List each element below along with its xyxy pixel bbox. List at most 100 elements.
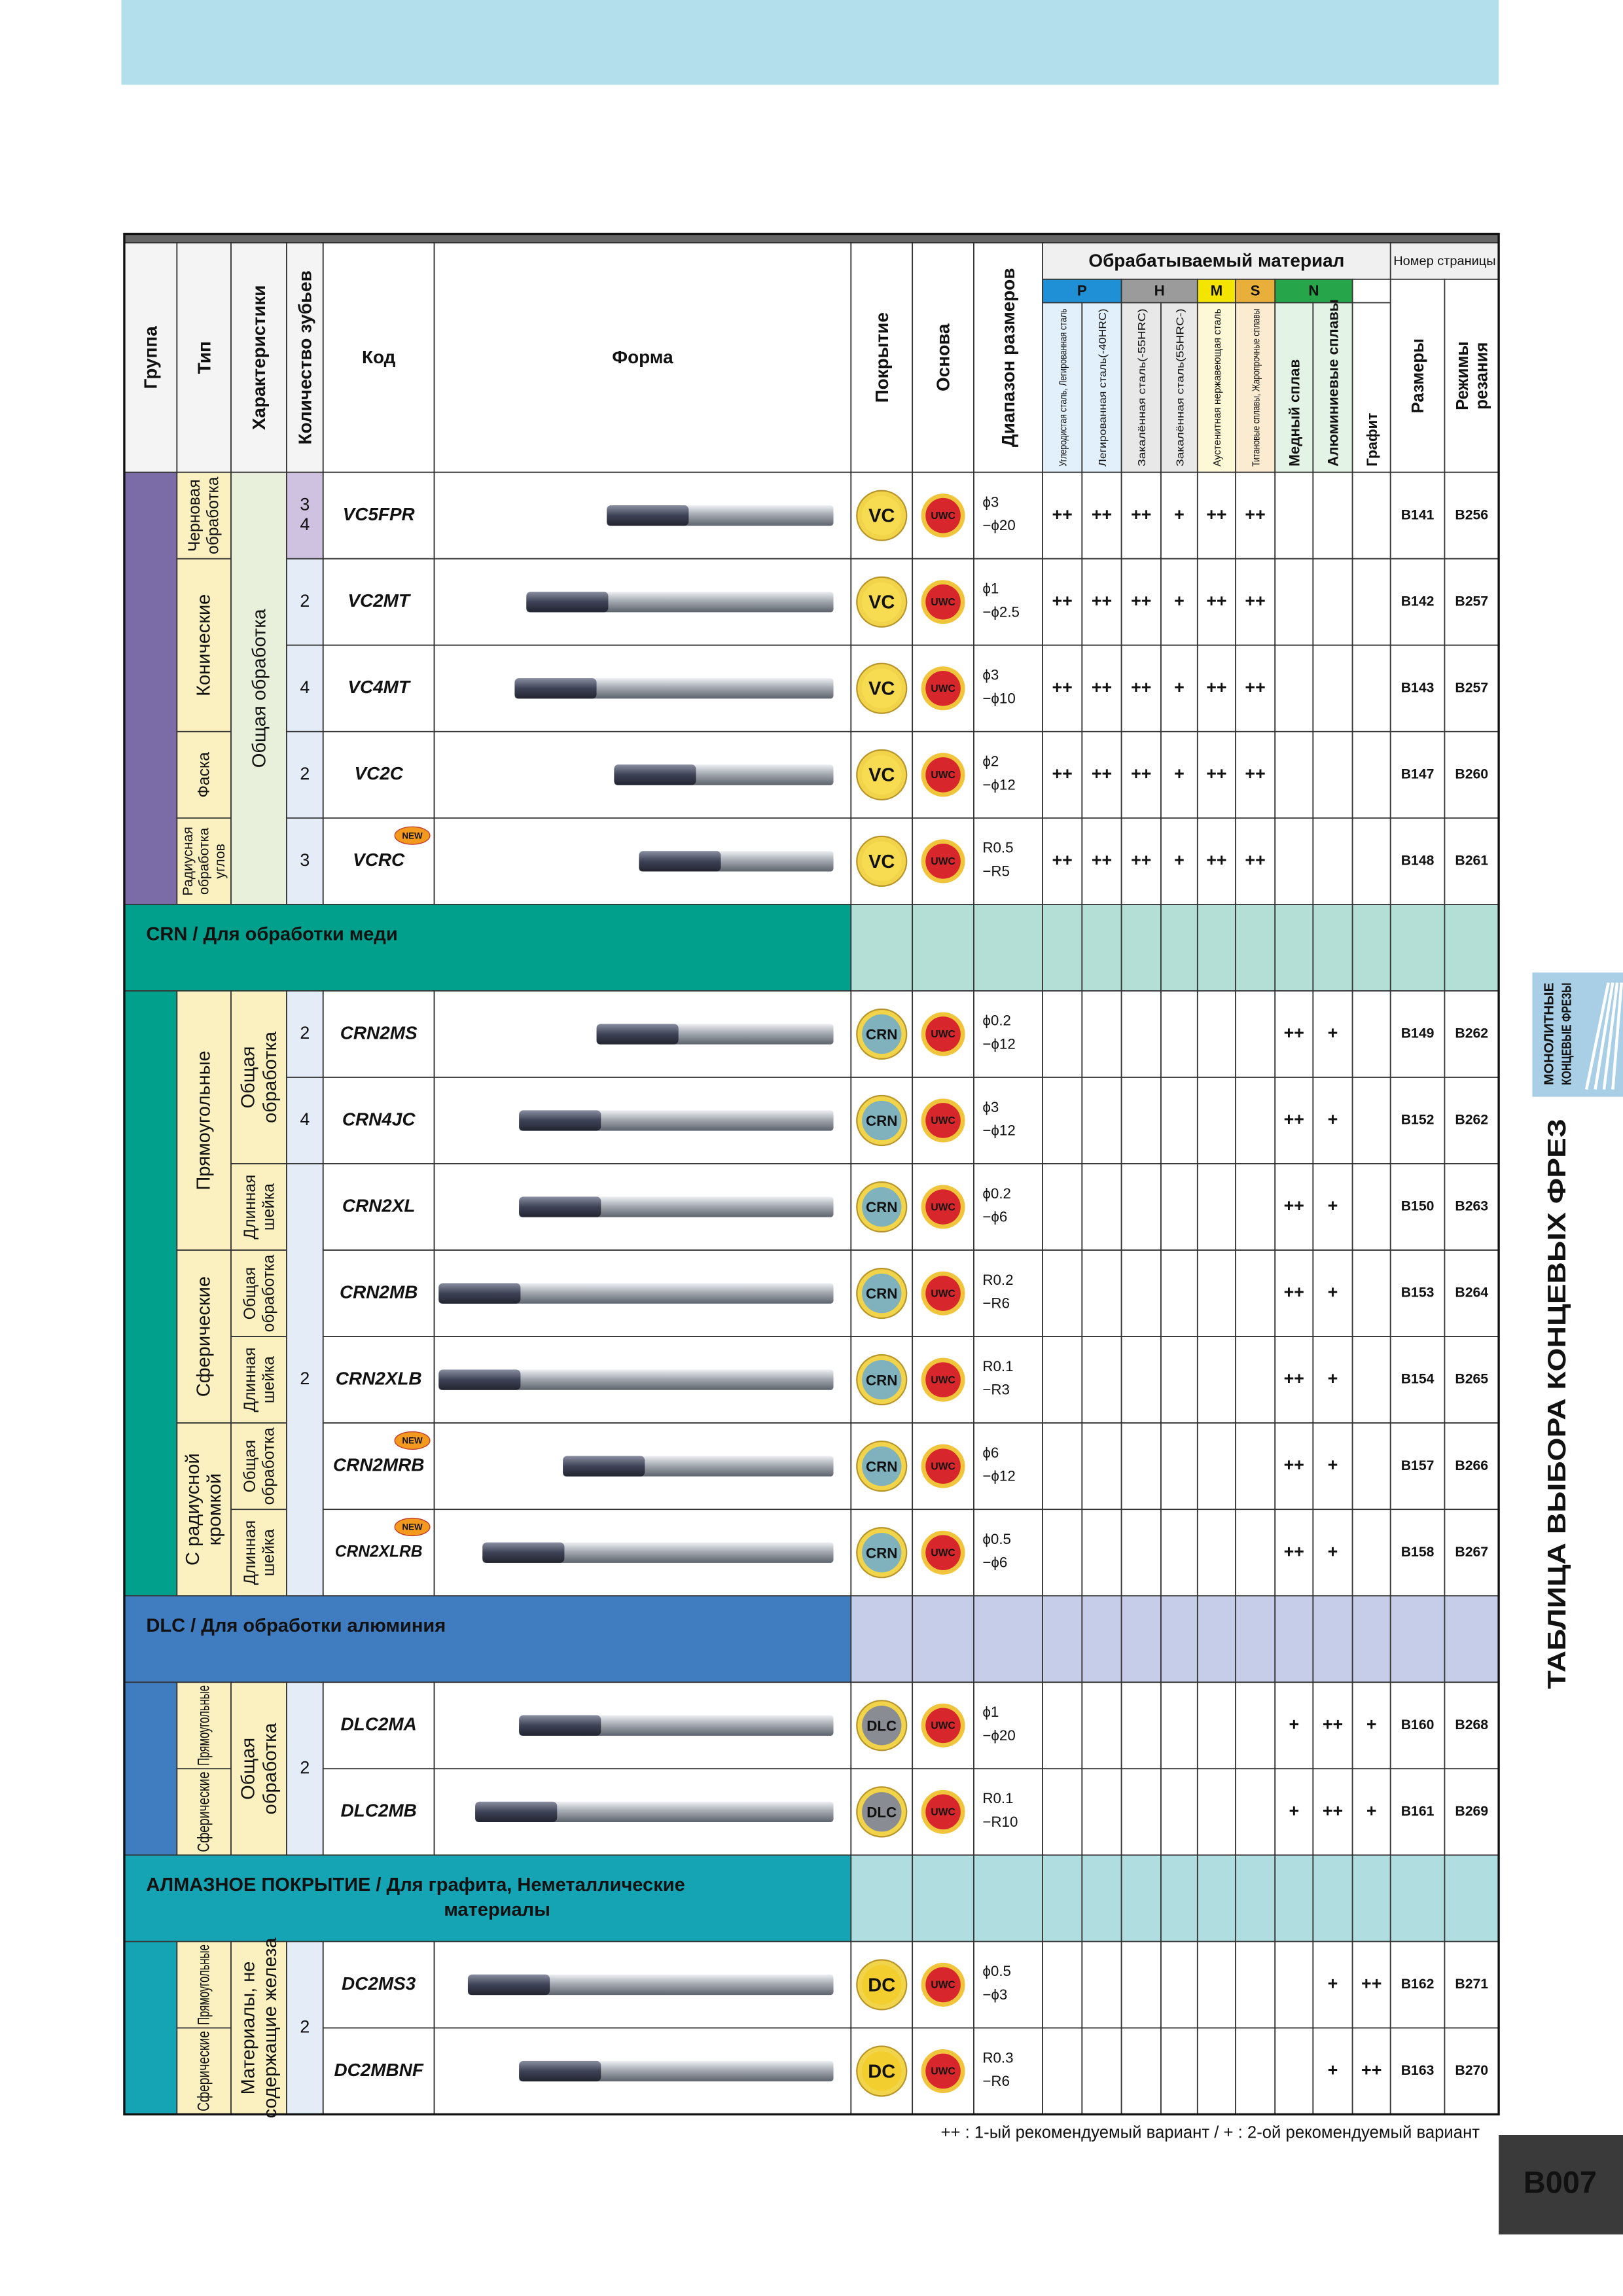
size-range: R0.3 [982, 2049, 1013, 2066]
material-cell [1235, 730, 1276, 819]
material-cell [1081, 1249, 1122, 1337]
coating-badge-inner [862, 495, 902, 535]
base-label: UWC [931, 1115, 955, 1126]
type-label: Фаска [195, 752, 213, 798]
teeth-label: 2 [300, 764, 310, 783]
header-cell [176, 242, 232, 473]
code-cell [322, 1768, 435, 1856]
coating-badge-inner [862, 841, 902, 882]
material-cell [1235, 817, 1276, 905]
page-cell [1389, 1768, 1446, 1856]
page-cell [1444, 644, 1499, 732]
page-number: B007 [1524, 2165, 1597, 2199]
page-ref: B263 [1455, 1199, 1488, 1214]
page-ref: B257 [1455, 594, 1488, 609]
material-cell [1235, 1681, 1276, 1770]
material-cell [1042, 2027, 1083, 2115]
base-badge-inner [925, 1448, 961, 1484]
material-cell [1235, 1941, 1276, 2029]
size-range: R0.1 [982, 1790, 1013, 1806]
size-range: −ϕ3 [982, 1986, 1007, 2003]
size-cell [973, 1336, 1043, 1424]
material-cell [1274, 1509, 1314, 1597]
page-ref: B142 [1401, 594, 1435, 609]
material-cell [1196, 471, 1236, 560]
side-tab-stripe [1594, 982, 1614, 1090]
page-ref: B162 [1401, 1977, 1435, 1992]
header-cell [230, 242, 287, 473]
material-cell [1274, 1941, 1314, 2029]
material-cell [1351, 1422, 1391, 1511]
material-cell [1274, 1249, 1314, 1337]
material-cell [1351, 1163, 1391, 1251]
material-cell [1196, 1941, 1236, 2029]
recommendation: ++ [1052, 505, 1073, 524]
material-cell [1042, 1681, 1083, 1770]
tool-flute [614, 764, 696, 785]
page-ref: B147 [1401, 766, 1435, 781]
section-pale [1389, 1595, 1446, 1683]
page-ref: B157 [1401, 1458, 1435, 1473]
size-range: −ϕ20 [982, 517, 1015, 533]
material-cell [1081, 990, 1122, 1078]
section-pale [1444, 903, 1499, 992]
material-cell [1120, 730, 1162, 819]
coating-badge-inner [862, 755, 902, 795]
recommendation: ++ [1092, 677, 1112, 697]
material-cell [1351, 730, 1391, 819]
table-border [123, 232, 1500, 2116]
feature-label: шейка [260, 1356, 277, 1403]
product-code: CRN2XL [342, 1195, 416, 1215]
material-cell [1274, 644, 1314, 732]
material-cell [1081, 1681, 1122, 1770]
footnote: ++ : 1-ый рекомендуемый вариант / + : 2-… [940, 2123, 1480, 2142]
material-cell [1196, 1509, 1236, 1597]
material-cell [1160, 1163, 1198, 1251]
material-cell [1160, 1941, 1198, 2029]
type-label: углов [213, 844, 228, 879]
size-range: −R5 [982, 863, 1010, 879]
feature-label: Общая [241, 1440, 259, 1492]
teeth-cell [286, 1077, 324, 1164]
size-range: ϕ0.2 [982, 1185, 1011, 1202]
tool-flute [519, 1715, 601, 1736]
section-pale [1389, 903, 1446, 992]
type-label: С радиусной [183, 1453, 204, 1566]
material-cell [1235, 1249, 1276, 1337]
side-tab-stripe [1602, 982, 1619, 1090]
recommendation: ++ [1206, 677, 1226, 697]
tool-flute [519, 2060, 601, 2082]
material-header [1042, 302, 1083, 473]
page-column-header: Размеры [1409, 338, 1427, 413]
material-cell [1160, 2027, 1198, 2115]
section-pale [1081, 903, 1122, 992]
page-ref: B268 [1455, 1717, 1488, 1732]
material-cell [1235, 1336, 1276, 1424]
size-cell [973, 644, 1043, 732]
material-cell [1351, 471, 1391, 560]
material-cell [1120, 990, 1162, 1078]
page-ref: B161 [1401, 1804, 1435, 1819]
size-range: −ϕ12 [982, 776, 1015, 793]
teeth-label: 4 [300, 677, 310, 697]
material-cell [1160, 1768, 1198, 1856]
base-label: UWC [931, 1202, 955, 1213]
material-cell [1235, 990, 1276, 1078]
material-cell [1042, 1336, 1083, 1424]
recommendation: + [1328, 2060, 1338, 2080]
section-pale [1274, 1595, 1314, 1683]
material-group [1235, 278, 1276, 304]
material-cell [1312, 2027, 1353, 2115]
size-range: ϕ2 [982, 753, 999, 770]
material-cell [1081, 1336, 1122, 1424]
section-pale [973, 903, 1043, 992]
size-cell [973, 1163, 1043, 1251]
tool-flute [607, 505, 689, 526]
material-cell [1235, 1077, 1276, 1164]
material-name: Легированная сталь(-40HRC) [1097, 308, 1109, 466]
feature-label: шейка [260, 1529, 277, 1576]
feature-label: Длинная [241, 1348, 259, 1412]
page-ref: B261 [1455, 853, 1488, 868]
size-range: ϕ1 [982, 1704, 999, 1720]
